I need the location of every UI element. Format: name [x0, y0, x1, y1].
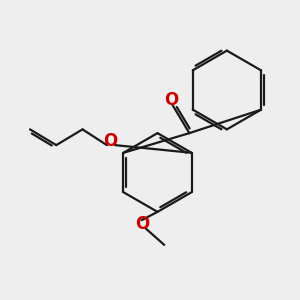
Text: O: O — [164, 91, 178, 109]
Text: O: O — [135, 215, 149, 233]
Text: O: O — [103, 132, 118, 150]
